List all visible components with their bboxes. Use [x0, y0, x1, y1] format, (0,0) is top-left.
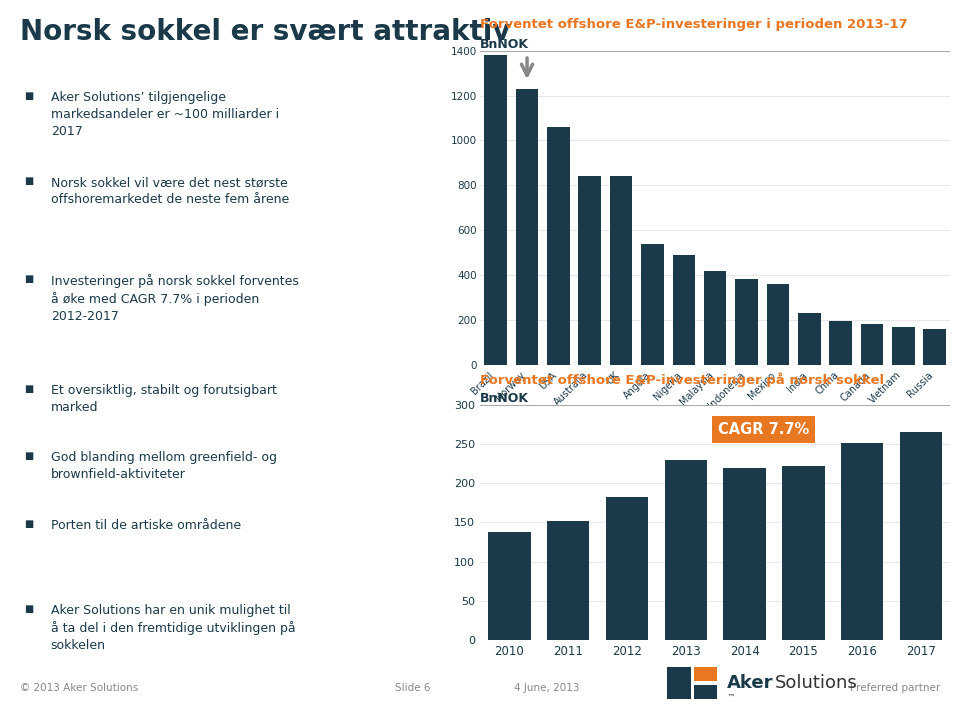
Text: Forventet offshore E&P-investeringer på norsk sokkel: Forventet offshore E&P-investeringer på … — [480, 372, 884, 387]
Text: Aker Solutions’ tilgjengelige
markedsandeler er ~100 milliarder i
2017: Aker Solutions’ tilgjengelige markedsand… — [51, 91, 278, 138]
Bar — [547, 521, 589, 640]
Text: BnNOK: BnNOK — [480, 38, 529, 51]
Bar — [900, 432, 942, 640]
Bar — [735, 278, 757, 365]
Text: Et oversiktlig, stabilt og forutsigbart
marked: Et oversiktlig, stabilt og forutsigbart … — [51, 384, 276, 414]
Text: Solutions: Solutions — [775, 675, 857, 692]
Text: ■: ■ — [25, 91, 34, 101]
Text: God blanding mellom greenfield- og
brownfield-aktiviteter: God blanding mellom greenfield- og brown… — [51, 451, 276, 482]
Text: Aker: Aker — [727, 675, 773, 692]
Bar — [829, 321, 852, 365]
Bar — [924, 329, 946, 365]
Bar — [516, 89, 539, 365]
Text: Slide 6: Slide 6 — [396, 683, 430, 693]
Bar — [664, 460, 707, 640]
Text: ■: ■ — [25, 604, 34, 614]
Bar — [667, 667, 691, 699]
Bar — [547, 127, 569, 365]
Bar — [767, 284, 789, 365]
Text: ■: ■ — [25, 451, 34, 461]
Text: Forventet offshore E&P-investeringer i perioden 2013-17: Forventet offshore E&P-investeringer i p… — [480, 18, 907, 31]
Text: Norsk sokkel er svært attraktiv: Norsk sokkel er svært attraktiv — [20, 18, 511, 46]
Text: ■: ■ — [25, 384, 34, 394]
Text: BnNOK: BnNOK — [480, 392, 529, 405]
Text: Preferred partner: Preferred partner — [850, 683, 940, 693]
Text: Aker Solutions har en unik mulighet til
å ta del i den fremtidige utviklingen på: Aker Solutions har en unik mulighet til … — [51, 604, 296, 652]
Bar — [485, 55, 507, 365]
Bar — [693, 667, 717, 681]
Bar — [579, 176, 601, 365]
Bar — [798, 314, 821, 365]
Text: Investeringer på norsk sokkel forventes
å øke med CAGR 7.7% i perioden
2012-2017: Investeringer på norsk sokkel forventes … — [51, 274, 299, 323]
Text: ■: ■ — [25, 518, 34, 529]
Bar — [841, 443, 883, 640]
Bar — [704, 270, 727, 365]
Bar — [861, 324, 883, 365]
Bar — [610, 176, 633, 365]
Bar — [693, 685, 717, 699]
Text: 4 June, 2013: 4 June, 2013 — [515, 683, 580, 693]
Bar — [892, 327, 915, 365]
Bar — [606, 497, 648, 640]
Text: CAGR 7.7%: CAGR 7.7% — [718, 422, 809, 437]
Text: © 2013 Aker Solutions: © 2013 Aker Solutions — [20, 683, 138, 693]
Bar — [641, 244, 663, 365]
Bar — [782, 466, 825, 640]
Text: ■: ■ — [25, 274, 34, 284]
Bar — [673, 255, 695, 365]
Bar — [489, 532, 531, 640]
Text: Porten til de artiske områdene: Porten til de artiske områdene — [51, 518, 241, 531]
Bar — [724, 468, 766, 640]
Text: ™: ™ — [727, 693, 735, 702]
Text: Norsk sokkel vil være det nest største
offshoremarkedet de neste fem årene: Norsk sokkel vil være det nest største o… — [51, 176, 289, 206]
Text: ■: ■ — [25, 176, 34, 187]
